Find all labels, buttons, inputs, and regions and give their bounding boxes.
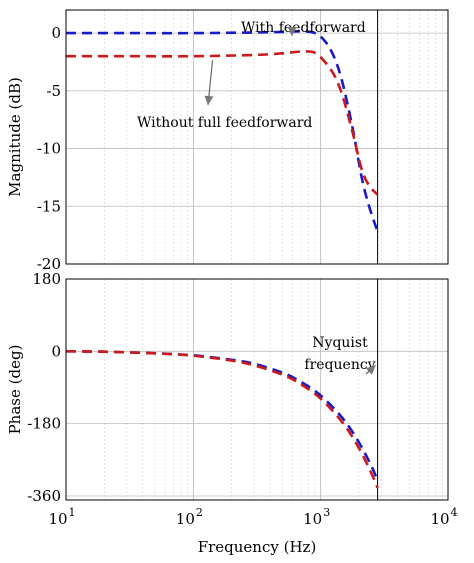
magnitude-series-red: [66, 50, 379, 196]
magnitude-y-tick-label: 0: [51, 24, 61, 42]
annotation-without-full-feedforward: Without full feedforward: [137, 115, 312, 131]
magnitude-y-tick-label: -10: [37, 140, 61, 158]
phase-panel: 180 0 -180 -360 101 102 103 104 Phase (deg) Fr…: [6, 270, 458, 556]
phase-y-tick-label: 0: [51, 342, 61, 360]
magnitude-y-tick-label: -5: [46, 82, 61, 100]
phase-grid: [66, 278, 448, 500]
x-tick-label: 103: [303, 506, 330, 528]
annotation-arrowhead-nyquist: [365, 365, 376, 375]
phase-axes-frame: [65, 278, 449, 501]
phase-y-tick-label: -180: [27, 415, 61, 433]
phase-x-ticks: 101 102 103 104: [48, 506, 457, 528]
x-axis-label: Frequency (Hz): [198, 538, 317, 556]
phase-series-group: [65, 350, 379, 489]
magnitude-series-blue: [66, 30, 379, 233]
phase-series-red: [65, 350, 379, 489]
x-tick-label: 101: [48, 506, 75, 528]
x-tick-label: 102: [176, 506, 203, 528]
magnitude-grid: [66, 10, 448, 265]
annotation-arrowhead-without-feedforward: [204, 95, 214, 105]
x-tick-label: 104: [430, 506, 457, 528]
magnitude-y-tick-label: -15: [37, 197, 61, 215]
phase-y-tick-label: 180: [32, 270, 61, 288]
annotation-with-feedforward: With feedforward: [241, 20, 366, 36]
phase-y-tick-label: -360: [27, 487, 61, 505]
x-tick-exponent: 4: [451, 506, 458, 519]
magnitude-panel: 0 -5 -10 -15 -20 Magnitude (dB) With feedfor…: [6, 9, 449, 273]
x-tick-exponent: 2: [196, 506, 203, 519]
magnitude-axes-frame: [65, 9, 449, 265]
x-tick-exponent: 3: [323, 506, 330, 519]
annotation-arrowhead-with-feedforward: [287, 26, 297, 36]
x-tick-exponent: 1: [69, 506, 76, 519]
magnitude-y-tick-label: -20: [37, 255, 61, 273]
magnitude-y-ticks: 0 -5 -10 -15 -20: [37, 24, 61, 273]
annotation-frequency: frequency: [304, 357, 375, 373]
phase-y-axis-label: Phase (deg): [6, 345, 24, 435]
annotation-nyquist: Nyquist: [312, 335, 368, 351]
magnitude-series-group: [66, 30, 379, 233]
phase-y-ticks: 180 0 -180 -360: [27, 270, 61, 505]
magnitude-y-axis-label: Magnitude (dB): [6, 77, 24, 197]
